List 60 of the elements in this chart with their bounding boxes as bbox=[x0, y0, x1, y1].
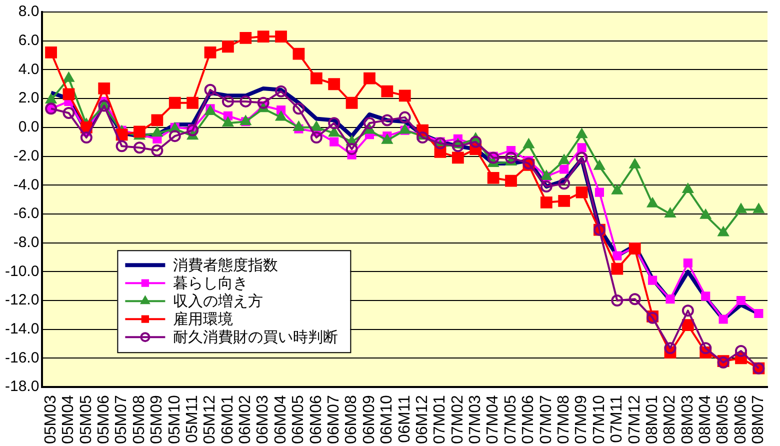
legend-label: 暮らし向き bbox=[173, 275, 248, 292]
y-tick-label: 2.0 bbox=[18, 90, 40, 107]
x-tick-label: 05M03 bbox=[42, 394, 60, 444]
y-tick-label: -2.0 bbox=[13, 147, 40, 164]
x-tick-label: 06M04 bbox=[272, 394, 290, 444]
x-tick-label: 06M09 bbox=[360, 394, 378, 444]
y-tick-label: -4.0 bbox=[13, 176, 40, 194]
x-tick-label: 05M04 bbox=[60, 394, 78, 444]
y-tick-label: 6.0 bbox=[18, 32, 40, 49]
x-tick-label: 05M05 bbox=[78, 394, 95, 444]
x-tick-label: 05M10 bbox=[166, 394, 184, 444]
x-tick-label: 07M01 bbox=[432, 394, 449, 444]
y-tick-label: 4.0 bbox=[18, 60, 40, 78]
x-tick-label: 06M08 bbox=[343, 394, 360, 444]
y-tick-label: -16.0 bbox=[4, 349, 40, 366]
x-tick-label: 08M04 bbox=[697, 394, 714, 444]
x-tick-label: 07M04 bbox=[484, 394, 502, 444]
x-tick-label: 05M12 bbox=[202, 394, 219, 444]
x-tick-label: 05M11 bbox=[184, 394, 201, 443]
x-tick-label: 06M01 bbox=[219, 394, 236, 444]
x-tick-label: 05M06 bbox=[96, 394, 113, 444]
x-tick-label: 06M06 bbox=[308, 394, 325, 444]
x-tick-label: 06M05 bbox=[290, 394, 308, 444]
legend-label: 収入の増え方 bbox=[173, 293, 264, 310]
x-tick-label: 08M03 bbox=[679, 394, 696, 444]
x-tick-label: 07M07 bbox=[538, 394, 555, 444]
x-tick-label: 08M07 bbox=[750, 394, 768, 444]
x-tick-label: 07M06 bbox=[520, 394, 538, 444]
x-tick-label: 08M06 bbox=[732, 394, 750, 444]
y-tick-label: -14.0 bbox=[4, 320, 40, 338]
x-tick-label: 07M12 bbox=[626, 394, 644, 444]
y-tick-label: -8.0 bbox=[13, 234, 40, 251]
x-tick-label: 07M02 bbox=[449, 394, 466, 444]
x-tick-label: 06M12 bbox=[414, 394, 431, 444]
x-tick-label: 06M10 bbox=[378, 394, 396, 444]
legend-label: 耐久消費財の買い時判断 bbox=[173, 329, 338, 346]
legend-label: 消費者態度指数 bbox=[173, 257, 278, 274]
x-tick-label: 07M09 bbox=[573, 394, 590, 444]
x-tick-label: 06M11 bbox=[396, 394, 414, 443]
x-tick-label: 05M09 bbox=[148, 394, 166, 444]
x-tick-label: 08M02 bbox=[662, 394, 679, 444]
x-tick-label: 06M02 bbox=[237, 394, 254, 444]
x-tick-label: 07M11 bbox=[608, 394, 626, 443]
x-tick-label: 06M07 bbox=[326, 394, 343, 444]
x-tick-label: 08M01 bbox=[644, 394, 661, 444]
y-tick-label: -10.0 bbox=[4, 262, 40, 280]
x-tick-label: 07M05 bbox=[502, 394, 520, 444]
legend-label: 雇用環境 bbox=[173, 311, 234, 328]
y-tick-label: 8.0 bbox=[18, 3, 40, 20]
x-tick-label: 05M07 bbox=[113, 394, 130, 444]
x-tick-label: 07M10 bbox=[590, 394, 608, 444]
x-tick-label: 07M03 bbox=[467, 394, 484, 444]
x-tick-label: 08M05 bbox=[714, 394, 732, 444]
x-tick-label: 06M03 bbox=[254, 394, 272, 444]
x-tick-label: 05M08 bbox=[130, 394, 148, 444]
y-tick-label: -6.0 bbox=[13, 205, 40, 222]
y-tick-label: -18.0 bbox=[4, 378, 40, 396]
y-tick-label: 0.0 bbox=[18, 118, 40, 136]
y-tick-label: -12.0 bbox=[4, 292, 40, 309]
x-tick-label: 07M08 bbox=[555, 394, 572, 444]
